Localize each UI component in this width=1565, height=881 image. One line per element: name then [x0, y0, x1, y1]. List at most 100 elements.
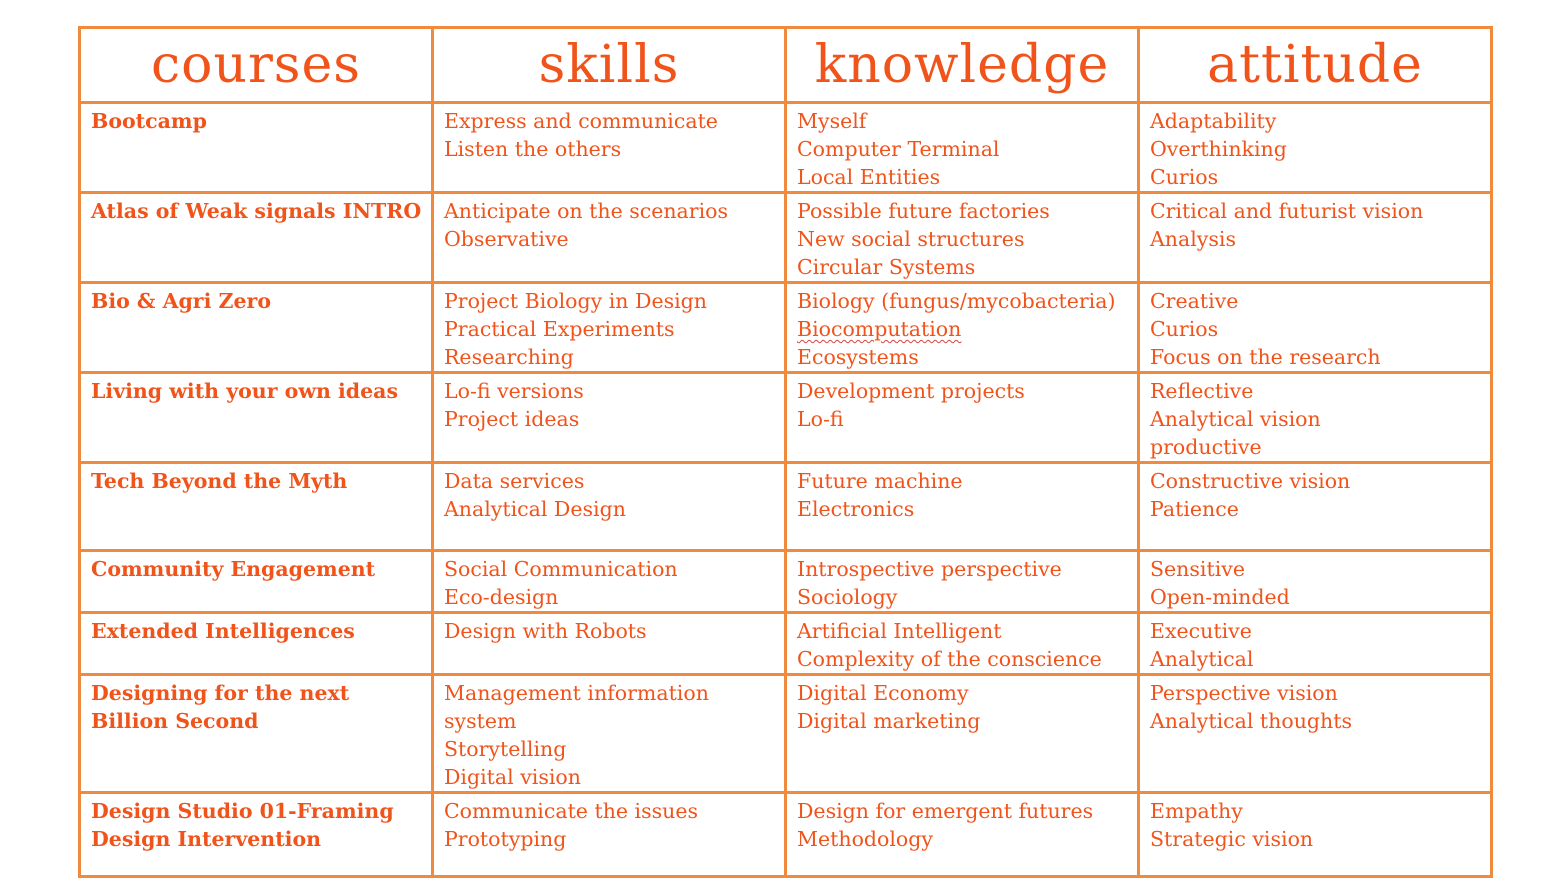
knowledge-cell: Biology (fungus/mycobacteria) Biocomputa… [784, 281, 1140, 374]
knowledge-item: Artificial Intelligent [797, 619, 1002, 643]
attitude-item: Focus on the research [1150, 345, 1381, 369]
course-name: Bootcamp [91, 109, 207, 133]
attitude-cell: Sensitive Open-minded [1137, 549, 1493, 614]
knowledge-cell: Future machine Electronics [784, 461, 1140, 552]
skills-cell: Project Biology in Design Practical Expe… [431, 281, 787, 374]
knowledge-item: Ecosystems [797, 345, 919, 369]
attitude-item: Adaptability [1150, 109, 1277, 133]
course-cell: Designing for the next Billion Second [78, 673, 434, 794]
course-cell: Tech Beyond the Myth [78, 461, 434, 552]
knowledge-item: Development projects [797, 379, 1025, 403]
knowledge-item: Computer Terminal [797, 137, 1000, 161]
skill-item: Communicate the issues [444, 799, 698, 823]
table-row: Extended Intelligences Design with Robot… [78, 611, 1493, 676]
skill-item: Lo-fi versions [444, 379, 584, 403]
table-row: Tech Beyond the Myth Data services Analy… [78, 461, 1493, 552]
table-row: Design Studio 01-Framing Design Interven… [78, 791, 1493, 878]
skill-item: Express and communicate [444, 109, 718, 133]
attitude-item: Empathy [1150, 799, 1243, 823]
knowledge-item: Biocomputation [797, 315, 1129, 343]
header-skills: skills [431, 26, 787, 104]
attitude-cell: Adaptability Overthinking Curios [1137, 101, 1493, 194]
knowledge-item: Digital marketing [797, 709, 981, 733]
attitude-item: Curios [1150, 165, 1219, 189]
attitude-item: Strategic vision [1150, 827, 1314, 851]
attitude-item: Perspective vision [1150, 681, 1338, 705]
skill-item: Digital vision [444, 765, 581, 789]
course-cell: Bootcamp [78, 101, 434, 194]
skill-item: Prototyping [444, 827, 567, 851]
attitude-cell: Perspective vision Analytical thoughts [1137, 673, 1493, 794]
course-cell: Design Studio 01-Framing Design Interven… [78, 791, 434, 878]
skills-cell: Design with Robots [431, 611, 787, 676]
course-name: Community Engagement [91, 557, 376, 581]
attitude-item: Analytical thoughts [1150, 709, 1353, 733]
knowledge-item: Methodology [797, 827, 933, 851]
skill-item: Practical Experiments [444, 317, 675, 341]
skill-item: Project ideas [444, 407, 580, 431]
knowledge-cell: Artificial Intelligent Complexity of the… [784, 611, 1140, 676]
skill-item: Observative [444, 227, 569, 251]
course-skills-table: courses skills knowledge attitude Bootca… [78, 26, 1493, 878]
skills-cell: Management information system Storytelli… [431, 673, 787, 794]
knowledge-item: Possible future factories [797, 199, 1050, 223]
skill-item: Anticipate on the scenarios [444, 199, 728, 223]
course-name: Bio & Agri Zero [91, 289, 272, 313]
course-cell: Atlas of Weak signals INTRO [78, 191, 434, 284]
header-courses: courses [78, 26, 434, 104]
attitude-item: Creative [1150, 289, 1239, 313]
skill-item: Eco-design [444, 585, 559, 609]
attitude-item: Executive [1150, 619, 1252, 643]
course-cell: Living with your own ideas [78, 371, 434, 464]
knowledge-item: Sociology [797, 585, 898, 609]
knowledge-item: Design for emergent futures [797, 799, 1094, 823]
attitude-cell: Critical and futurist vision Analysis [1137, 191, 1493, 284]
attitude-item: Constructive vision [1150, 469, 1351, 493]
attitude-item: Open-minded [1150, 585, 1290, 609]
course-name: Designing for the next Billion Second [91, 681, 350, 733]
skill-item: Project Biology in Design [444, 289, 707, 313]
knowledge-item: Local Entities [797, 165, 941, 189]
knowledge-item: Circular Systems [797, 255, 976, 279]
attitude-item: Curios [1150, 317, 1219, 341]
header-row: courses skills knowledge attitude [78, 26, 1493, 104]
course-cell: Community Engagement [78, 549, 434, 614]
skills-cell: Data services Analytical Design [431, 461, 787, 552]
attitude-item: Analytical vision [1150, 407, 1321, 431]
attitude-item: Critical and futurist vision [1150, 199, 1424, 223]
spellcheck-underlined-word: Biocomputation [797, 317, 962, 341]
knowledge-cell: Digital Economy Digital marketing [784, 673, 1140, 794]
course-name: Extended Intelligences [91, 619, 355, 643]
table-row: Bio & Agri Zero Project Biology in Desig… [78, 281, 1493, 374]
course-cell: Extended Intelligences [78, 611, 434, 676]
skills-cell: Express and communicate Listen the other… [431, 101, 787, 194]
skill-item: Listen the others [444, 137, 622, 161]
course-name: Atlas of Weak signals INTRO [91, 199, 422, 223]
header-attitude: attitude [1137, 26, 1493, 104]
knowledge-item: New social structures [797, 227, 1025, 251]
course-name: Living with your own ideas [91, 379, 398, 403]
skill-item: Data services [444, 469, 585, 493]
knowledge-cell: Design for emergent futures Methodology [784, 791, 1140, 878]
skill-item: Design with Robots [444, 619, 647, 643]
table-row: Community Engagement Social Communicatio… [78, 549, 1493, 614]
skills-cell: Lo-fi versions Project ideas [431, 371, 787, 464]
course-cell: Bio & Agri Zero [78, 281, 434, 374]
header-knowledge: knowledge [784, 26, 1140, 104]
knowledge-cell: Myself Computer Terminal Local Entities [784, 101, 1140, 194]
knowledge-cell: Possible future factories New social str… [784, 191, 1140, 284]
table-row: Atlas of Weak signals INTRO Anticipate o… [78, 191, 1493, 284]
knowledge-item: Biology (fungus/mycobacteria) [797, 289, 1116, 313]
table-row: Living with your own ideas Lo-fi version… [78, 371, 1493, 464]
attitude-cell: Reflective Analytical vision productive [1137, 371, 1493, 464]
attitude-item: Overthinking [1150, 137, 1287, 161]
knowledge-item: Electronics [797, 497, 915, 521]
attitude-item: Sensitive [1150, 557, 1245, 581]
attitude-item: Analysis [1150, 227, 1236, 251]
skill-item: Researching [444, 345, 574, 369]
knowledge-cell: Development projects Lo-fi [784, 371, 1140, 464]
attitude-cell: Constructive vision Patience [1137, 461, 1493, 552]
knowledge-item: Digital Economy [797, 681, 969, 705]
attitude-item: productive [1150, 435, 1262, 459]
skill-item: Management information [444, 681, 709, 705]
